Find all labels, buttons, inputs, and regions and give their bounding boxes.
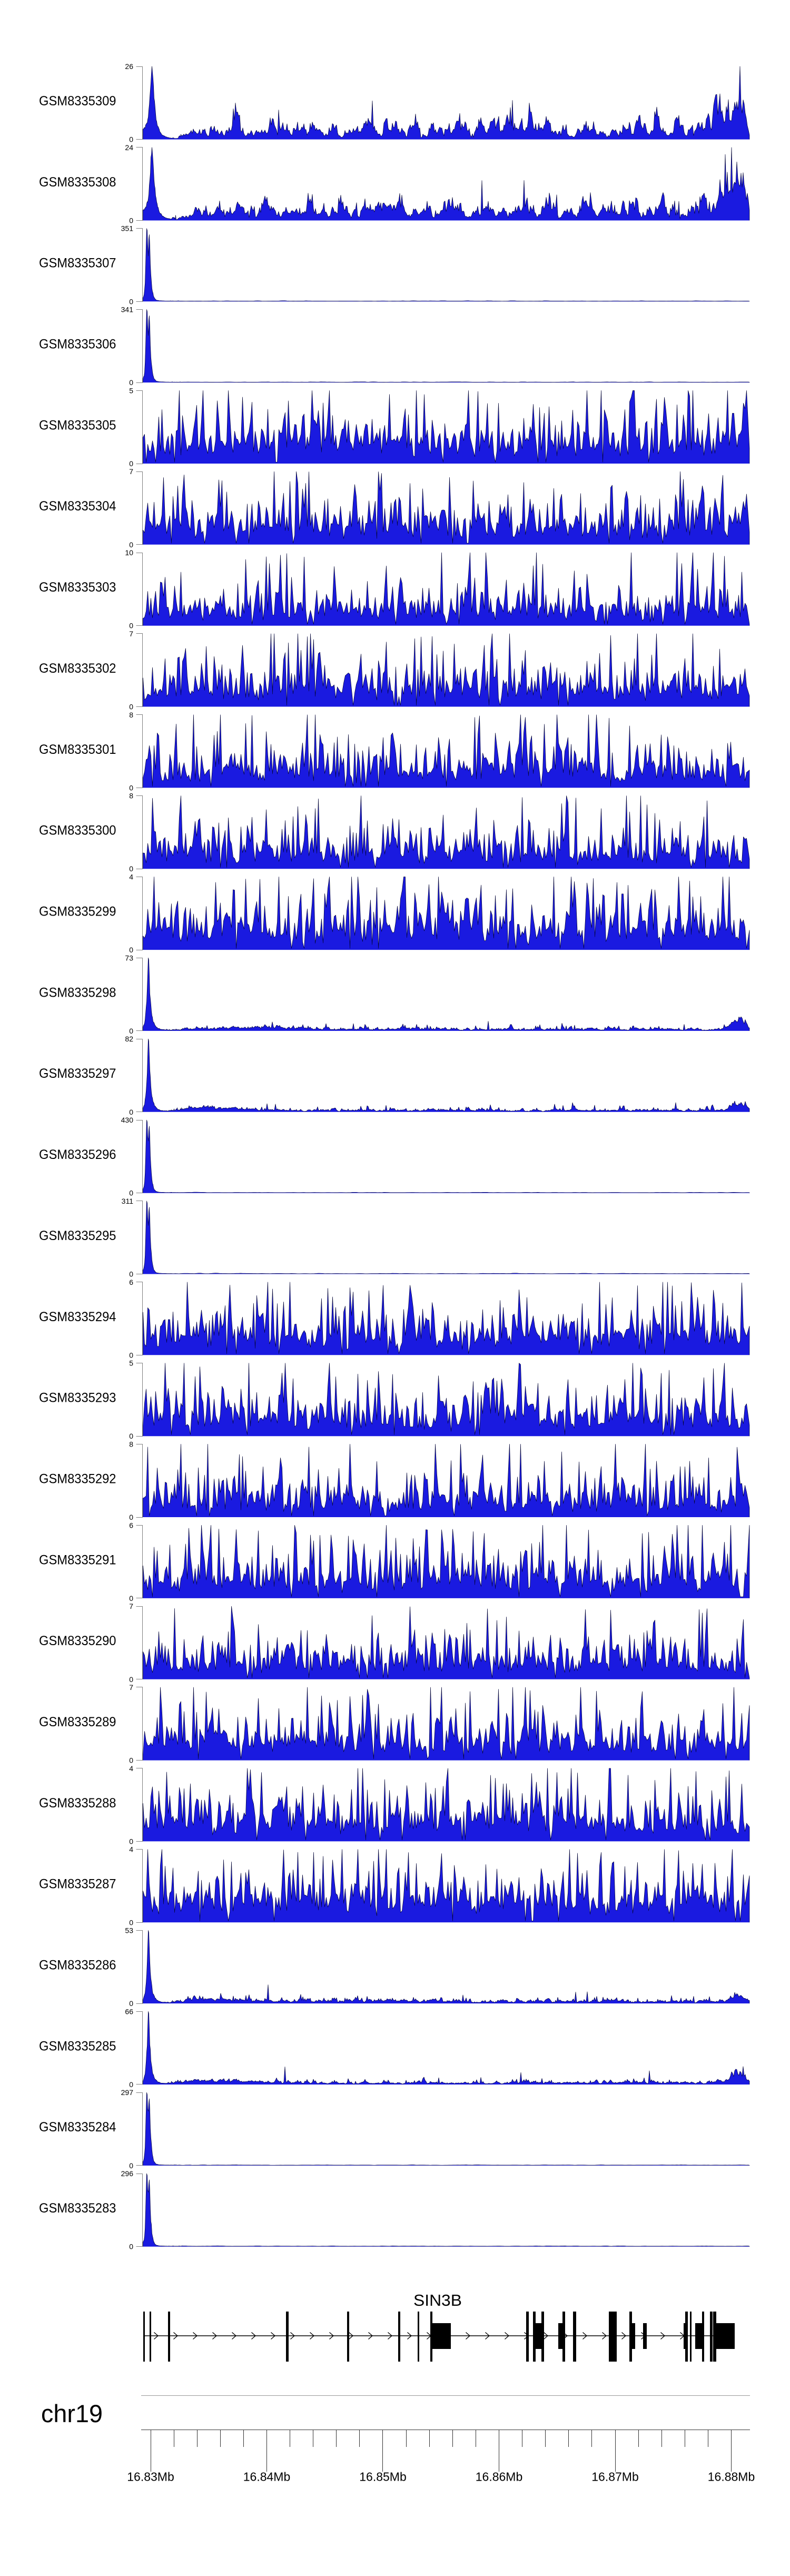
svg-text:GSM8335309: GSM8335309: [39, 94, 116, 109]
svg-text:351: 351: [121, 224, 134, 233]
svg-text:0: 0: [129, 1270, 133, 1279]
svg-text:GSM8335287: GSM8335287: [39, 1877, 116, 1892]
svg-text:GSM8335296: GSM8335296: [39, 1147, 116, 1162]
svg-text:311: 311: [122, 1197, 134, 1205]
svg-text:0: 0: [129, 1756, 133, 1765]
svg-text:GSM8335303: GSM8335303: [39, 580, 116, 595]
svg-text:0: 0: [129, 622, 133, 630]
svg-text:5: 5: [129, 1359, 133, 1368]
svg-text:16.87Mb: 16.87Mb: [591, 2470, 639, 2484]
svg-text:0: 0: [129, 703, 133, 711]
svg-text:0: 0: [129, 1108, 133, 1116]
svg-text:0: 0: [129, 2080, 133, 2089]
svg-text:0: 0: [129, 1918, 133, 1926]
svg-text:7: 7: [129, 630, 133, 638]
svg-text:0: 0: [129, 1513, 133, 1521]
svg-text:0: 0: [129, 1675, 133, 1684]
svg-text:GSM8335301: GSM8335301: [39, 742, 116, 757]
svg-text:82: 82: [125, 1035, 133, 1043]
svg-text:8: 8: [129, 1440, 133, 1448]
svg-text:53: 53: [125, 1926, 133, 1935]
svg-text:73: 73: [125, 953, 133, 962]
svg-text:16.86Mb: 16.86Mb: [476, 2470, 523, 2484]
svg-text:GSM8335304: GSM8335304: [39, 499, 116, 514]
svg-text:16.88Mb: 16.88Mb: [708, 2470, 755, 2484]
svg-text:GSM8335294: GSM8335294: [39, 1310, 116, 1324]
svg-text:GSM8335289: GSM8335289: [39, 1715, 116, 1729]
svg-text:8: 8: [129, 792, 133, 800]
svg-text:0: 0: [129, 135, 133, 144]
svg-text:GSM8335290: GSM8335290: [39, 1634, 116, 1648]
svg-text:0: 0: [129, 1189, 133, 1197]
svg-text:7: 7: [129, 467, 133, 476]
svg-text:16.85Mb: 16.85Mb: [359, 2470, 407, 2484]
svg-text:341: 341: [121, 306, 134, 314]
svg-text:6: 6: [129, 1521, 133, 1529]
svg-text:0: 0: [129, 2161, 133, 2170]
svg-text:6: 6: [129, 1278, 133, 1286]
svg-text:7: 7: [129, 1602, 133, 1610]
svg-text:0: 0: [129, 378, 133, 387]
svg-text:16.83Mb: 16.83Mb: [127, 2470, 174, 2484]
svg-text:GSM8335306: GSM8335306: [39, 337, 116, 352]
svg-text:GSM8335285: GSM8335285: [39, 2039, 116, 2053]
svg-text:SIN3B: SIN3B: [413, 2291, 462, 2309]
svg-text:296: 296: [121, 2169, 134, 2178]
svg-text:0: 0: [129, 1027, 133, 1035]
svg-text:0: 0: [129, 1432, 133, 1440]
svg-text:GSM8335305: GSM8335305: [39, 418, 116, 432]
svg-text:0: 0: [129, 1594, 133, 1602]
svg-text:GSM8335300: GSM8335300: [39, 823, 116, 838]
svg-text:GSM8335292: GSM8335292: [39, 1471, 116, 1486]
svg-text:7: 7: [129, 1683, 133, 1692]
svg-text:5: 5: [129, 386, 133, 395]
svg-text:GSM8335295: GSM8335295: [39, 1228, 116, 1243]
svg-text:GSM8335293: GSM8335293: [39, 1391, 116, 1405]
svg-text:297: 297: [121, 2088, 134, 2097]
svg-text:24: 24: [125, 143, 133, 152]
svg-text:8: 8: [129, 711, 133, 719]
svg-text:GSM8335283: GSM8335283: [39, 2201, 116, 2216]
svg-text:4: 4: [129, 1845, 133, 1854]
svg-text:430: 430: [121, 1116, 134, 1124]
svg-text:0: 0: [129, 1999, 133, 2008]
svg-text:66: 66: [125, 2007, 133, 2015]
svg-text:GSM8335297: GSM8335297: [39, 1066, 116, 1081]
svg-text:GSM8335288: GSM8335288: [39, 1796, 116, 1811]
svg-text:0: 0: [129, 540, 133, 549]
svg-text:GSM8335298: GSM8335298: [39, 985, 116, 1000]
svg-text:16.84Mb: 16.84Mb: [243, 2470, 291, 2484]
svg-text:GSM8335291: GSM8335291: [39, 1552, 116, 1567]
svg-text:26: 26: [125, 62, 133, 71]
svg-text:0: 0: [129, 2243, 133, 2251]
svg-text:GSM8335308: GSM8335308: [39, 175, 116, 190]
svg-text:GSM8335284: GSM8335284: [39, 2120, 116, 2135]
svg-text:GSM8335286: GSM8335286: [39, 1958, 116, 1973]
svg-text:chr19: chr19: [41, 2400, 103, 2427]
svg-text:0: 0: [129, 783, 133, 792]
svg-text:0: 0: [129, 1351, 133, 1359]
svg-text:0: 0: [129, 297, 133, 306]
svg-text:0: 0: [129, 217, 133, 225]
svg-text:GSM8335302: GSM8335302: [39, 661, 116, 676]
svg-text:0: 0: [129, 864, 133, 873]
svg-text:GSM8335299: GSM8335299: [39, 904, 116, 919]
svg-text:GSM8335307: GSM8335307: [39, 256, 116, 271]
svg-text:0: 0: [129, 946, 133, 954]
svg-text:0: 0: [129, 459, 133, 468]
svg-text:10: 10: [125, 548, 133, 557]
svg-text:4: 4: [129, 1764, 133, 1773]
svg-text:4: 4: [129, 873, 133, 881]
svg-text:0: 0: [129, 1837, 133, 1845]
